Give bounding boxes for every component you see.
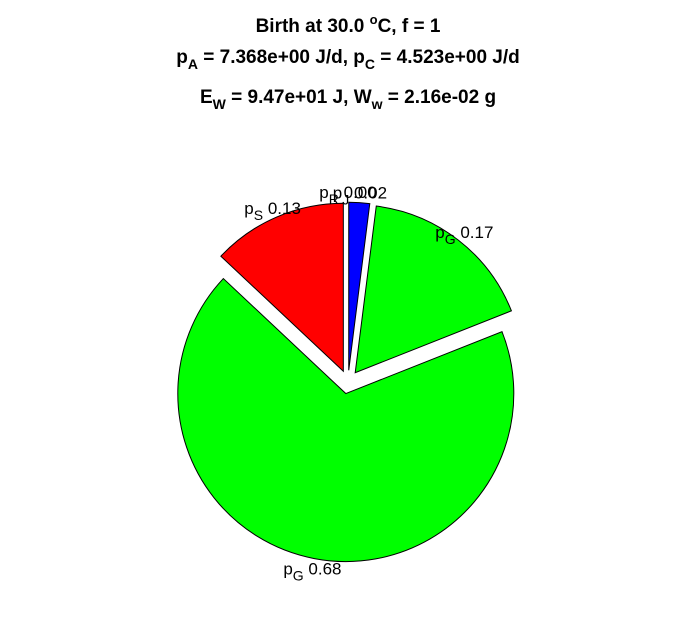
title-line-2: pA = 7.368e+00 J/d, pC = 4.523e+00 J/d xyxy=(176,47,520,72)
slice-label-R-4: pR 0.00 xyxy=(319,183,376,207)
pie-slices xyxy=(177,201,515,562)
pie-slice-S-3 xyxy=(220,202,344,373)
chart-title: Birth at 30.0 oC, f = 1 pA = 7.368e+00 J… xyxy=(176,12,520,112)
title-line-1: Birth at 30.0 oC, f = 1 xyxy=(256,12,441,37)
slice-label-S-3: pS 0.13 xyxy=(244,199,301,223)
pie-slice-G-1 xyxy=(354,205,513,374)
title-line-3: EW = 9.47e+01 J, Ww = 2.16e-02 g xyxy=(200,87,496,112)
pie-slice-J-0 xyxy=(348,201,371,371)
slice-label-G-2: pG 0.68 xyxy=(283,559,341,583)
pie-slice-labels: pJ 0.02 pG 0.17 pG 0.68 pS 0.13 pR 0.00 xyxy=(244,183,493,583)
pie-slice-G-2 xyxy=(177,277,515,562)
slice-label-G-1: pG 0.17 xyxy=(435,223,493,247)
slice-label-J-0: pJ 0.02 xyxy=(333,184,387,208)
